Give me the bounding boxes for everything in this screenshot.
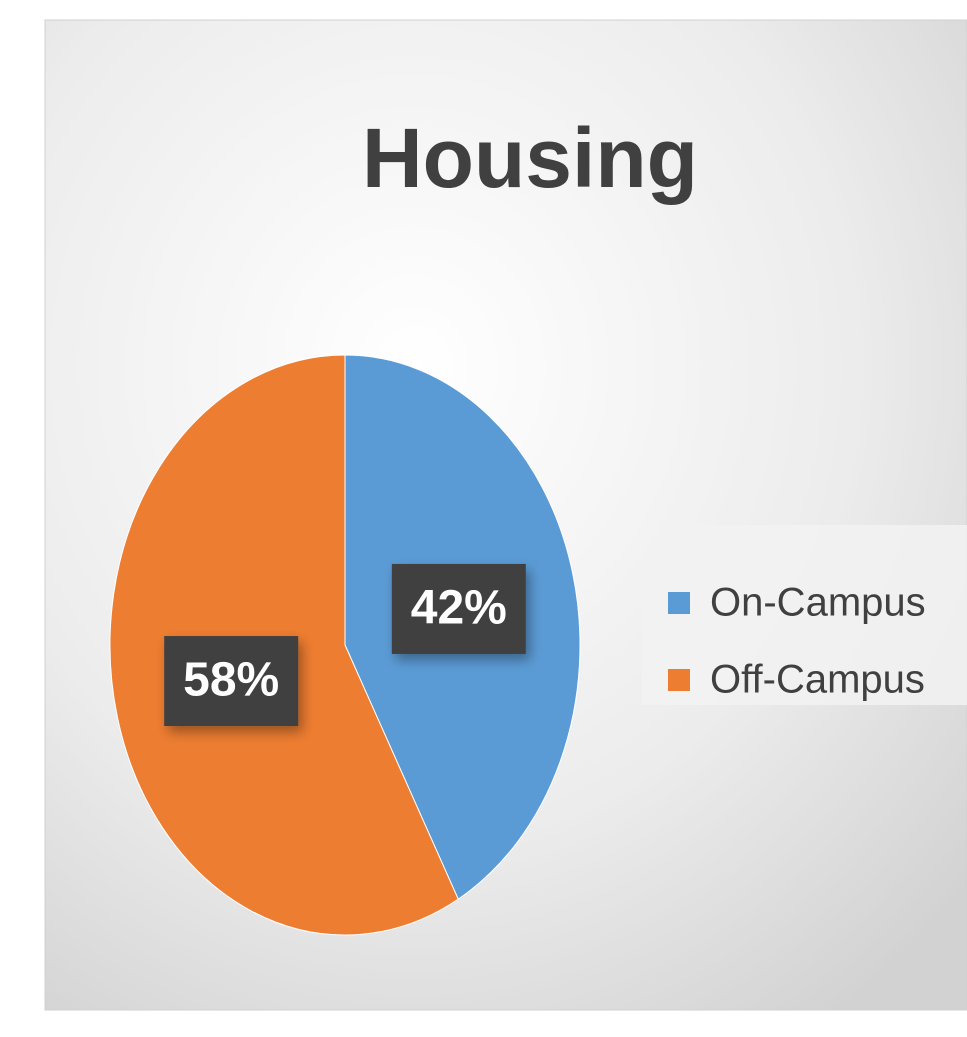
data-label-box — [164, 636, 299, 727]
legend-label: On-Campus — [710, 581, 926, 625]
legend-label: Off-Campus — [710, 658, 925, 702]
data-label: 42% — [411, 582, 507, 635]
data-label: 58% — [183, 654, 279, 707]
chart-title: Housing — [362, 111, 698, 205]
data-label-box — [391, 563, 526, 654]
legend-swatch — [668, 669, 690, 691]
legend-swatch — [668, 592, 690, 614]
legend — [642, 525, 967, 705]
